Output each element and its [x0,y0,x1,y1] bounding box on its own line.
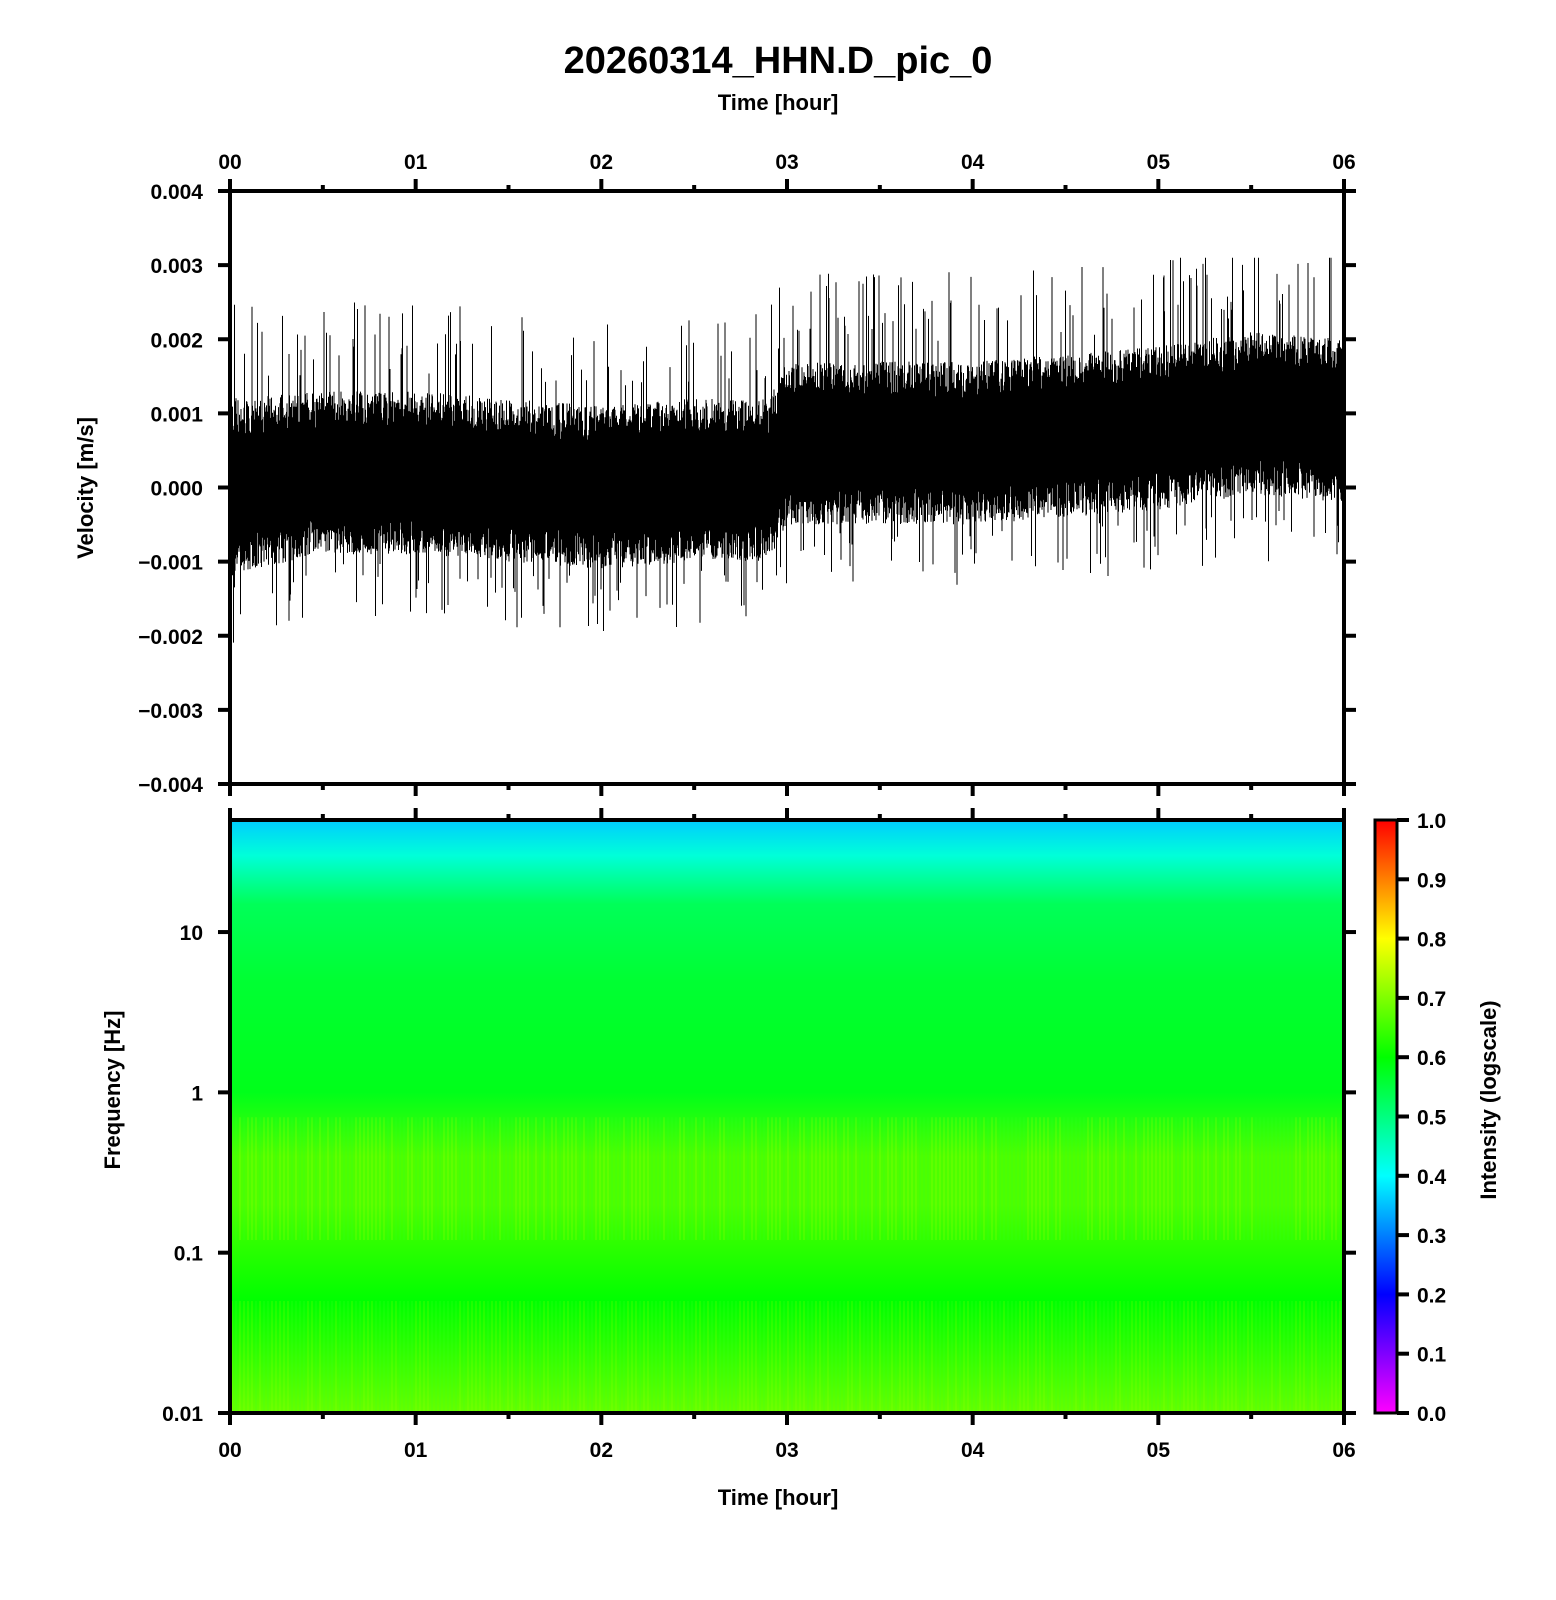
colorbar-tick-label: 0.8 [1417,929,1447,952]
velocity-tick-label: −0.002 [138,626,203,649]
colorbar-tick-label: 0.6 [1417,1047,1446,1070]
axis-ticks: 00 00 01 01 02 02 03 03 04 04 05 05 06 06 0.004 0.003 0.… [138,151,1446,1462]
bottom-x-axis-label: Time [hour] [718,1485,839,1510]
colorbar-tick-label: 0.0 [1417,1403,1446,1426]
colorbar-label: Intensity (logscale) [1476,1000,1501,1199]
colorbar-tick-label: 0.7 [1417,988,1446,1011]
frequency-axis-label: Frequency [Hz] [100,1011,125,1170]
colorbar-tick-label: 0.9 [1417,869,1446,892]
top-x-tick-label: 00 [218,151,241,174]
velocity-axis-label: Velocity [m/s] [73,417,98,559]
velocity-tick-label: 0.001 [150,403,203,426]
velocity-tick-label: −0.003 [138,700,203,723]
top-x-tick-label: 03 [775,151,798,174]
spectrogram-heatmap [230,820,1344,1413]
velocity-tick-label: −0.001 [138,552,203,575]
top-x-axis-label: Time [hour] [718,90,839,115]
bottom-x-tick-label: 06 [1332,1439,1355,1462]
colorbar-tick-label: 0.3 [1417,1225,1446,1248]
colorbar-tick-label: 0.5 [1417,1107,1447,1130]
colorbar-tick-label: 1.0 [1417,810,1446,833]
colorbar-tick-label: 0.2 [1417,1284,1446,1307]
top-x-tick-label: 04 [961,151,985,174]
velocity-tick-label: −0.004 [138,774,203,797]
frequency-tick-label: 0.1 [174,1243,204,1266]
spectrogram-striations [231,1117,1341,1413]
top-x-tick-label: 02 [590,151,613,174]
velocity-tick-label: 0.003 [150,255,203,278]
bottom-x-tick-label: 01 [404,1439,428,1462]
velocity-tick-label: 0.004 [150,181,203,204]
bottom-x-tick-label: 03 [775,1439,798,1462]
colorbar-tick-label: 0.1 [1417,1344,1447,1367]
colorbar-tick-label: 0.4 [1417,1166,1447,1189]
bottom-x-tick-label: 00 [218,1439,241,1462]
colorbar [1373,818,1399,1415]
top-x-tick-label: 06 [1332,151,1355,174]
frequency-tick-label: 0.01 [162,1403,203,1426]
waveform-trace [230,257,1344,643]
velocity-waveform [230,257,1344,643]
top-x-tick-label: 01 [404,151,428,174]
velocity-tick-label: 0.002 [150,329,203,352]
top-x-tick-label: 05 [1147,151,1171,174]
bottom-x-tick-label: 04 [961,1439,985,1462]
chart-title: 20260314_HHN.D_pic_0 [564,40,993,82]
frequency-tick-label: 1 [191,1082,203,1105]
bottom-x-tick-label: 02 [590,1439,613,1462]
bottom-x-tick-label: 05 [1147,1439,1171,1462]
frequency-tick-label: 10 [180,922,203,945]
velocity-tick-label: 0.000 [150,478,203,501]
spectrogram-background [230,820,1344,1413]
